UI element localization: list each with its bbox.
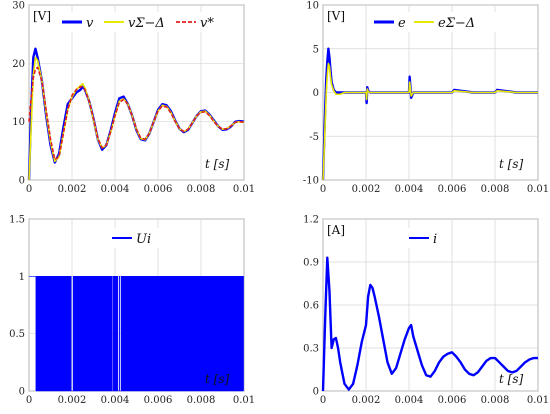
y-tick-label: 1.5 [9,215,25,226]
x-tick-label: 0.006 [144,395,173,406]
legend: i [405,228,451,248]
legend-box [58,12,243,32]
x-axis-label: t [s] [499,372,523,386]
y-tick-label: 0 [19,387,25,398]
y-tick-label: 10 [12,117,25,128]
x-tick-label: 0.008 [481,395,510,406]
x-tick-label: 0.002 [352,395,381,406]
tick-labels: 0 0.002 0.004 0.006 0.008 0.01 0 0.5 1 1.5 [9,215,255,407]
unit-label: [A] [327,223,345,237]
x-tick-label: 0.006 [144,184,173,195]
y-tick-label: 10 [306,1,319,12]
legend-label-ui: Ui [136,232,151,247]
y-tick-label: 5 [313,44,319,55]
x-tick-label: 0.002 [58,184,87,195]
series-group [27,47,245,181]
tick-labels: 0 0.002 0.004 0.006 0.008 0.01 0 10 20 30 [12,1,255,196]
y-tick-label: 0 [313,88,319,99]
series-line [28,66,245,161]
y-tick-label: 0.3 [303,344,319,355]
x-tick-label: 0.004 [101,184,130,195]
legend: v vΣ−Δ v* [58,12,243,32]
legend-box [108,228,164,248]
x-tick-label: 0 [26,395,32,406]
y-tick-label: 1.2 [303,215,319,226]
x-tick-label: 0 [26,184,32,195]
x-tick-label: 0.004 [395,395,424,406]
y-tick-label: 0.6 [303,301,319,312]
y-tick-label: -5 [309,132,319,143]
series-group [321,256,538,392]
legend-box [370,12,520,32]
x-tick-label: 0.004 [101,395,130,406]
x-axis-label: t [s] [499,157,523,171]
legend-label-v: v [86,16,94,31]
x-axis-label: t [s] [205,157,229,171]
legend-label-e-sigma-delta: eΣ−Δ [438,16,475,31]
y-tick-label: 0.9 [303,258,319,269]
panel-error: 0 0.002 0.004 0.006 0.008 0.01 -10 -5 0 5 10 [V] t… [303,1,549,196]
x-tick-label: 0.01 [527,184,549,195]
series-line [321,256,538,392]
legend: e eΣ−Δ [370,12,520,32]
x-tick-label: 0.008 [187,184,216,195]
series-group [29,276,244,392]
x-tick-label: 0.01 [527,395,549,406]
y-tick-label: 20 [12,59,25,70]
y-tick-label: 0.5 [9,329,25,340]
legend: Ui [108,228,164,248]
series-group [321,47,538,181]
series-ui-switching [29,276,244,392]
y-tick-label: 0 [19,176,25,187]
x-tick-label: 0.006 [438,184,467,195]
x-tick-label: 0 [320,395,326,406]
x-tick-label: 0.004 [395,184,424,195]
x-tick-label: 0.006 [438,395,467,406]
legend-label-i: i [433,232,437,247]
unit-label: [V] [327,9,345,23]
x-tick-label: 0.002 [352,184,381,195]
tick-labels: 0 0.002 0.004 0.006 0.008 0.01 -10 -5 0 5 10 [303,1,549,196]
x-tick-label: 0.01 [233,395,255,406]
x-tick-label: 0.008 [187,395,216,406]
legend-label-v-sigma-delta: vΣ−Δ [128,16,165,31]
y-tick-label: 0 [313,387,319,398]
unit-label: [V] [33,9,51,23]
legend-label-e: e [398,16,406,31]
x-tick-label: 0.002 [58,395,87,406]
x-tick-label: 0.008 [481,184,510,195]
plot-area [28,4,245,181]
y-tick-label: -10 [303,176,319,187]
series-line [322,62,538,181]
legend-label-v-ref: v* [200,16,214,31]
tick-labels: 0 0.002 0.004 0.006 0.008 0.01 0 0.3 0.6 0.9 1.2 [303,215,549,407]
x-axis-label: t [s] [205,372,229,386]
panel-current: 0 0.002 0.004 0.006 0.008 0.01 0 0.3 0.6 0.9 1.2 [… [303,215,549,407]
panel-voltage: 0 0.002 0.004 0.006 0.008 0.01 0 10 20 30 [V] t [… [12,1,255,196]
y-tick-label: 1 [19,272,25,283]
y-tick-label: 30 [12,1,25,12]
x-tick-label: 0.01 [233,184,255,195]
x-tick-label: 0 [320,184,326,195]
